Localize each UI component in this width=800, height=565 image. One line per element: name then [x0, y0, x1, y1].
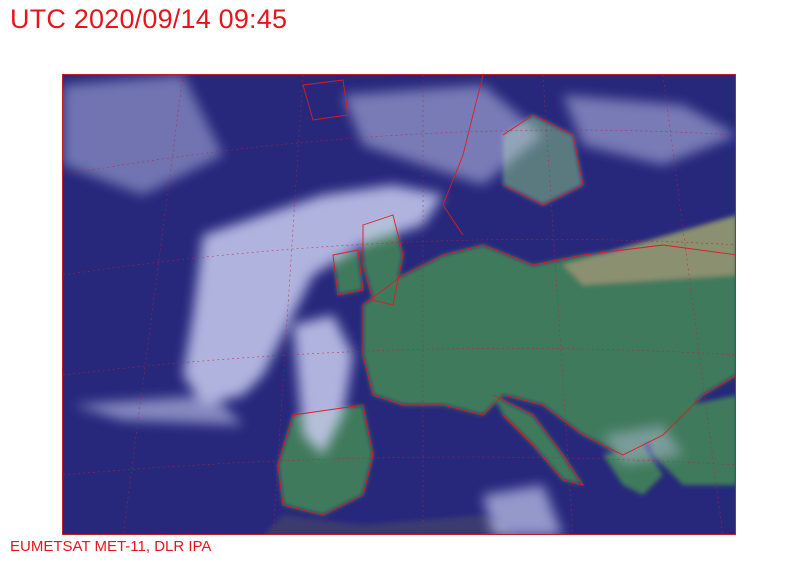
image-credit: EUMETSAT MET-11, DLR IPA [10, 538, 212, 555]
country-borders [277, 75, 735, 516]
satellite-image-render [63, 75, 735, 534]
timestamp-title: UTC 2020/09/14 09:45 [10, 4, 288, 34]
graticule-lines [63, 75, 735, 534]
satellite-image [62, 74, 736, 535]
land-masses [264, 115, 735, 534]
